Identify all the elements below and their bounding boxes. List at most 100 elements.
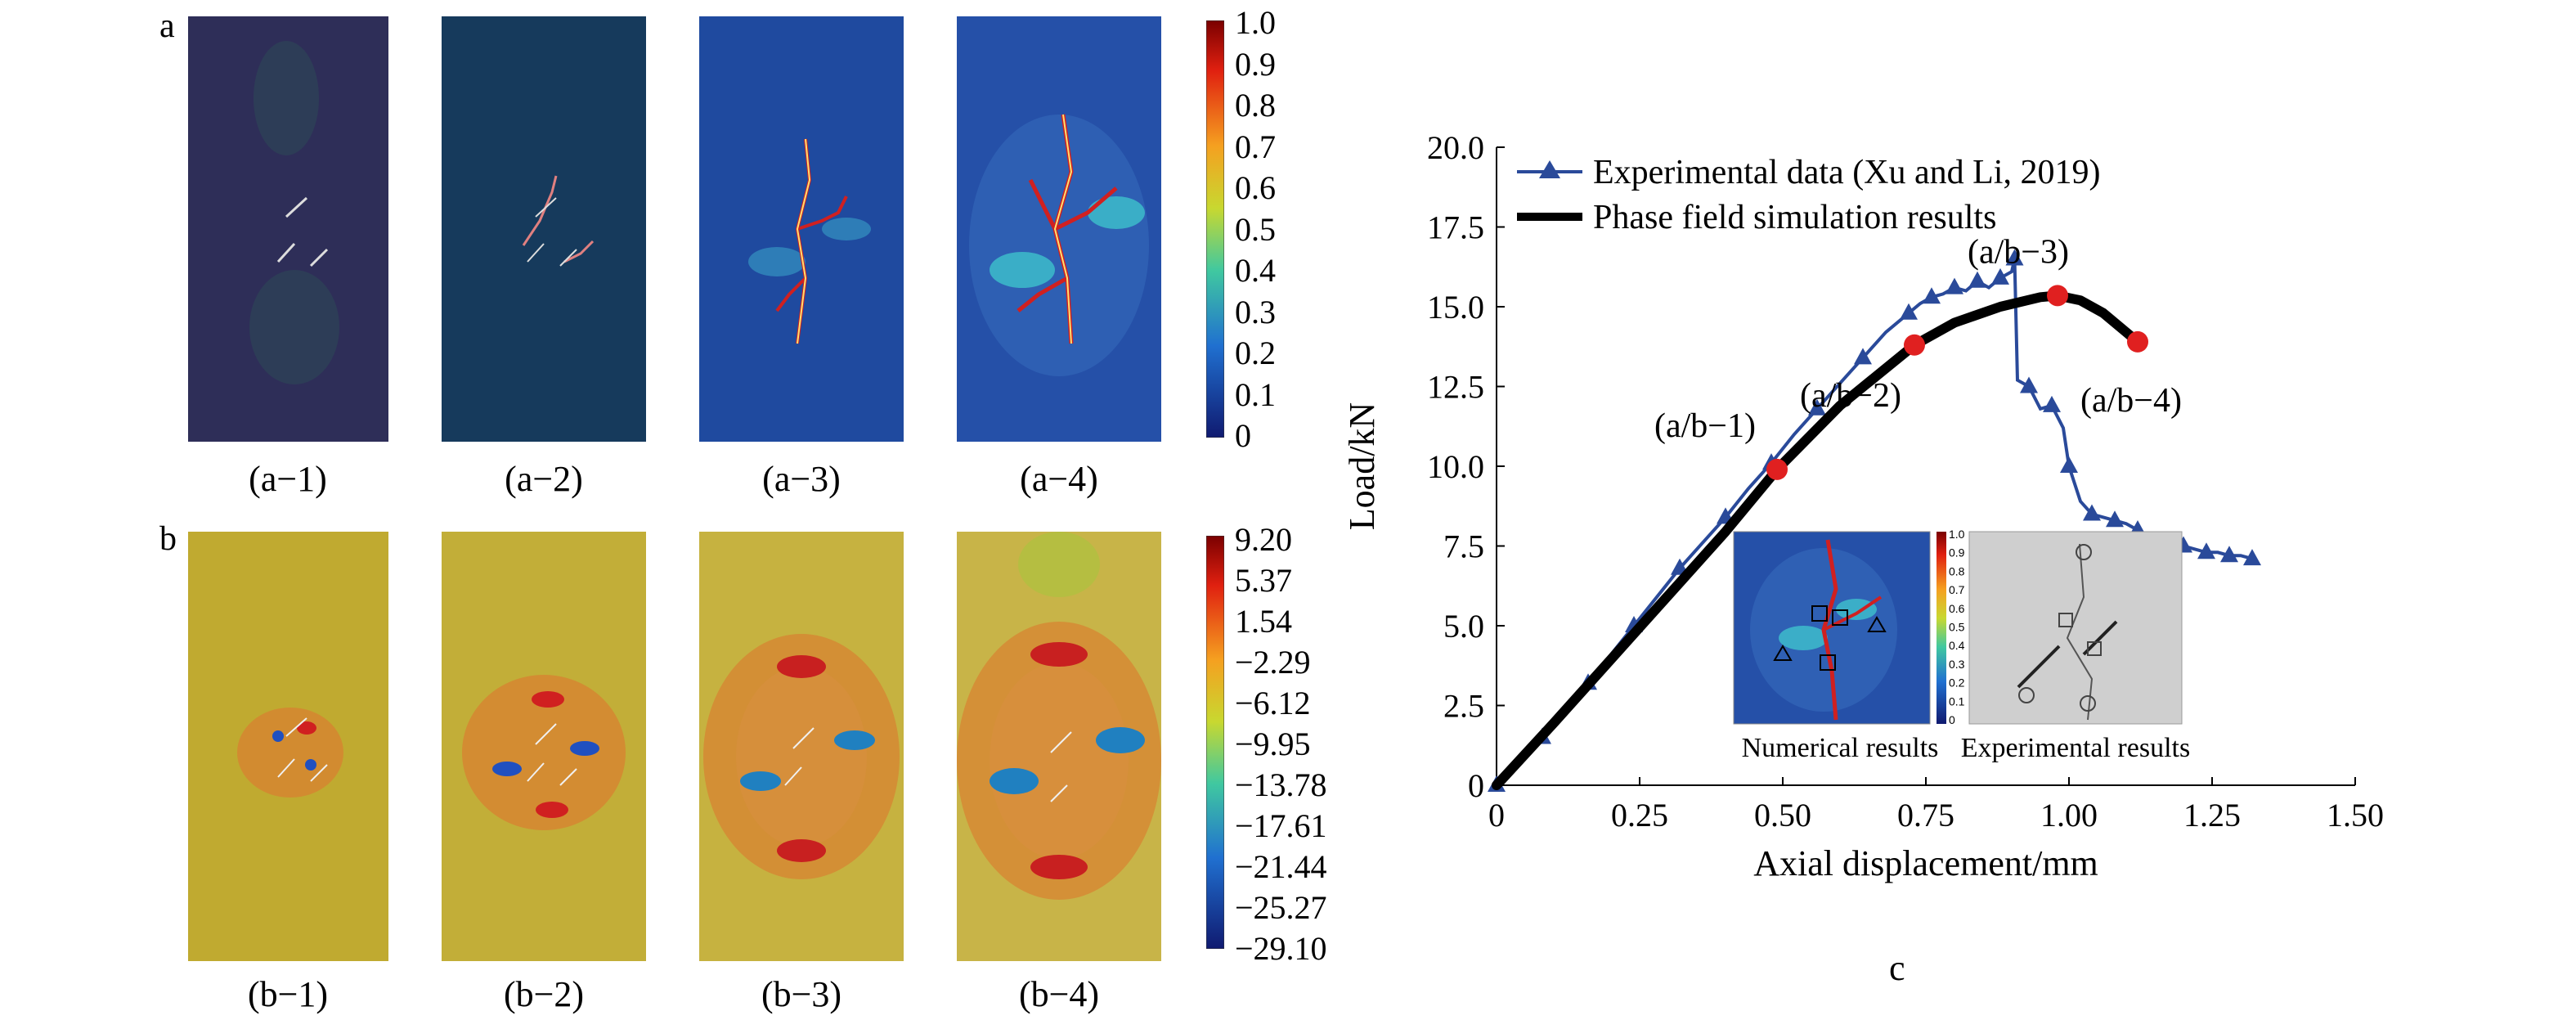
colorbar-b-tick-2: 1.54 (1235, 603, 1292, 640)
state-marker (1904, 334, 1925, 356)
x-tick-label: 1.25 (2183, 797, 2241, 834)
y-tick-label: 0 (1468, 767, 1484, 804)
colorbar-b-tick-1: 5.37 (1235, 562, 1292, 599)
stress-field-b3 (699, 532, 904, 961)
colorbar-a-tick-4: 0.6 (1235, 169, 1276, 206)
x-tick-label: 0.75 (1897, 797, 1954, 834)
inset-colorbar-tick: 0.2 (1949, 676, 1965, 690)
colorbar-a-tick-10: 0 (1235, 417, 1251, 454)
inset-colorbar-tick: 0.6 (1949, 602, 1965, 615)
experimental-point (2197, 542, 2215, 559)
experimental-point (2220, 546, 2238, 563)
y-tick-label: 17.5 (1427, 209, 1484, 246)
y-tick-label: 12.5 (1427, 369, 1484, 406)
state-annotation: (a/b−1) (1654, 407, 1756, 445)
experimental-point (1923, 287, 1941, 304)
load-displacement-chart: 0 0.25 0.50 0.75 1.00 1.25 1.5002.55.07.510.01… (1342, 129, 2384, 883)
inset-experimental-image (1968, 531, 2183, 725)
panel-c-letter: c (1889, 948, 1905, 988)
experimental-point (2106, 510, 2124, 528)
inset-colorbar-tick: 0 (1949, 713, 1955, 726)
experimental-point (2043, 395, 2061, 412)
inset-colorbar-tick: 0.4 (1949, 639, 1965, 652)
x-tick-label: 1.00 (2040, 797, 2098, 834)
colorbar-b-tick-0: 9.20 (1235, 521, 1292, 558)
colorbar-b-tick-10: −29.10 (1235, 930, 1327, 967)
y-tick-label: 5.0 (1443, 608, 1484, 645)
caption-a2: (a−2) (505, 459, 583, 499)
colorbar-a-tick-3: 0.7 (1235, 128, 1276, 165)
colorbar-a-tick-0: 1.0 (1235, 4, 1276, 41)
damage-field-a1 (188, 16, 388, 442)
colorbar-b (1206, 536, 1224, 949)
inset-numerical-label: Numerical results (1742, 733, 1939, 763)
state-marker (2047, 285, 2068, 307)
colorbar-b-tick-5: −9.95 (1235, 726, 1311, 762)
colorbar-a-tick-5: 0.5 (1235, 210, 1276, 248)
caption-b1: (b−1) (247, 974, 329, 1014)
experimental-point (1900, 303, 1918, 320)
colorbar-a (1206, 20, 1224, 438)
damage-field-a3 (699, 16, 904, 442)
experimental-point (2060, 456, 2078, 473)
inset-colorbar-tick: 1.0 (1949, 528, 1965, 541)
caption-a3: (a−3) (762, 459, 841, 499)
inset-experimental-label: Experimental results (1961, 733, 2190, 763)
y-tick-label: 2.5 (1443, 688, 1484, 725)
x-tick-label: 0.25 (1611, 797, 1668, 834)
damage-field-a4 (957, 16, 1161, 442)
state-annotation: (a/b−2) (1800, 377, 1901, 415)
caption-a4: (a−4) (1020, 459, 1098, 499)
caption-b4: (b−4) (1018, 974, 1100, 1014)
experimental-point (2020, 376, 2038, 393)
colorbar-a-tick-9: 0.1 (1235, 375, 1276, 413)
stress-field-b4 (957, 532, 1161, 961)
stress-field-b2 (442, 532, 646, 961)
series-simulation-line (1492, 290, 2143, 790)
damage-field-a2 (442, 16, 646, 442)
experimental-point (1854, 348, 1872, 365)
colorbar-a-tick-6: 0.4 (1235, 252, 1276, 289)
inset-colorbar-tick: 0.7 (1949, 583, 1965, 596)
x-tick-label: 0.50 (1754, 797, 1811, 834)
caption-b3: (b−3) (761, 974, 842, 1014)
experimental-point (1968, 271, 1986, 288)
state-marker (1766, 458, 1788, 480)
x-tick-label: 0 (1488, 797, 1505, 834)
inset-colorbar: 1.0 0.9 0.8 0.7 0.6 0.5 0.4 0.3 0.2 0.1 0 (1936, 528, 1965, 726)
colorbar-b-tick-7: −17.61 (1235, 807, 1327, 844)
caption-a1: (a−1) (249, 459, 327, 499)
caption-b2: (b−2) (503, 974, 585, 1014)
panel-b-letter: b (159, 520, 177, 558)
inset-colorbar-tick: 0.3 (1949, 658, 1965, 671)
inset-colorbar-tick: 0.9 (1949, 546, 1965, 559)
experimental-point (1808, 398, 1826, 416)
x-axis-label: Axial displacement/mm (1753, 843, 2098, 883)
inset-colorbar-tick: 0.1 (1949, 694, 1965, 708)
experimental-point (2083, 504, 2101, 521)
state-annotation: (a/b−4) (2080, 382, 2182, 420)
inset-colorbar-tick: 0.8 (1949, 564, 1965, 577)
y-axis-label: Load/kN (1342, 402, 1382, 530)
colorbar-b-tick-9: −25.27 (1235, 889, 1327, 926)
colorbar-b-tick-4: −6.12 (1235, 685, 1311, 721)
colorbar-a-tick-7: 0.3 (1235, 293, 1276, 330)
legend-simulation-label: Phase field simulation results (1593, 199, 1996, 236)
panel-a-letter: a (159, 7, 175, 45)
colorbar-a-tick-8: 0.2 (1235, 335, 1276, 371)
y-tick-label: 7.5 (1443, 528, 1484, 565)
state-annotation: (a/b−3) (1968, 233, 2069, 271)
experimental-point (1945, 277, 1963, 294)
legend-triangle-icon (1539, 160, 1560, 178)
inset-numerical-image (1733, 531, 1931, 725)
experimental-point (2243, 549, 2261, 566)
experimental-point (2005, 249, 2024, 266)
inset-colorbar-tick: 0.5 (1949, 621, 1965, 634)
colorbar-b-tick-6: −13.78 (1235, 766, 1327, 803)
state-marker (2127, 330, 2148, 353)
colorbar-a-tick-2: 0.8 (1235, 87, 1276, 124)
colorbar-a-tick-1: 0.9 (1235, 45, 1276, 83)
colorbar-b-tick-3: −2.29 (1235, 644, 1311, 681)
legend-experimental-label: Experimental data (Xu and Li, 2019) (1593, 154, 2100, 191)
y-tick-label: 20.0 (1427, 129, 1484, 166)
